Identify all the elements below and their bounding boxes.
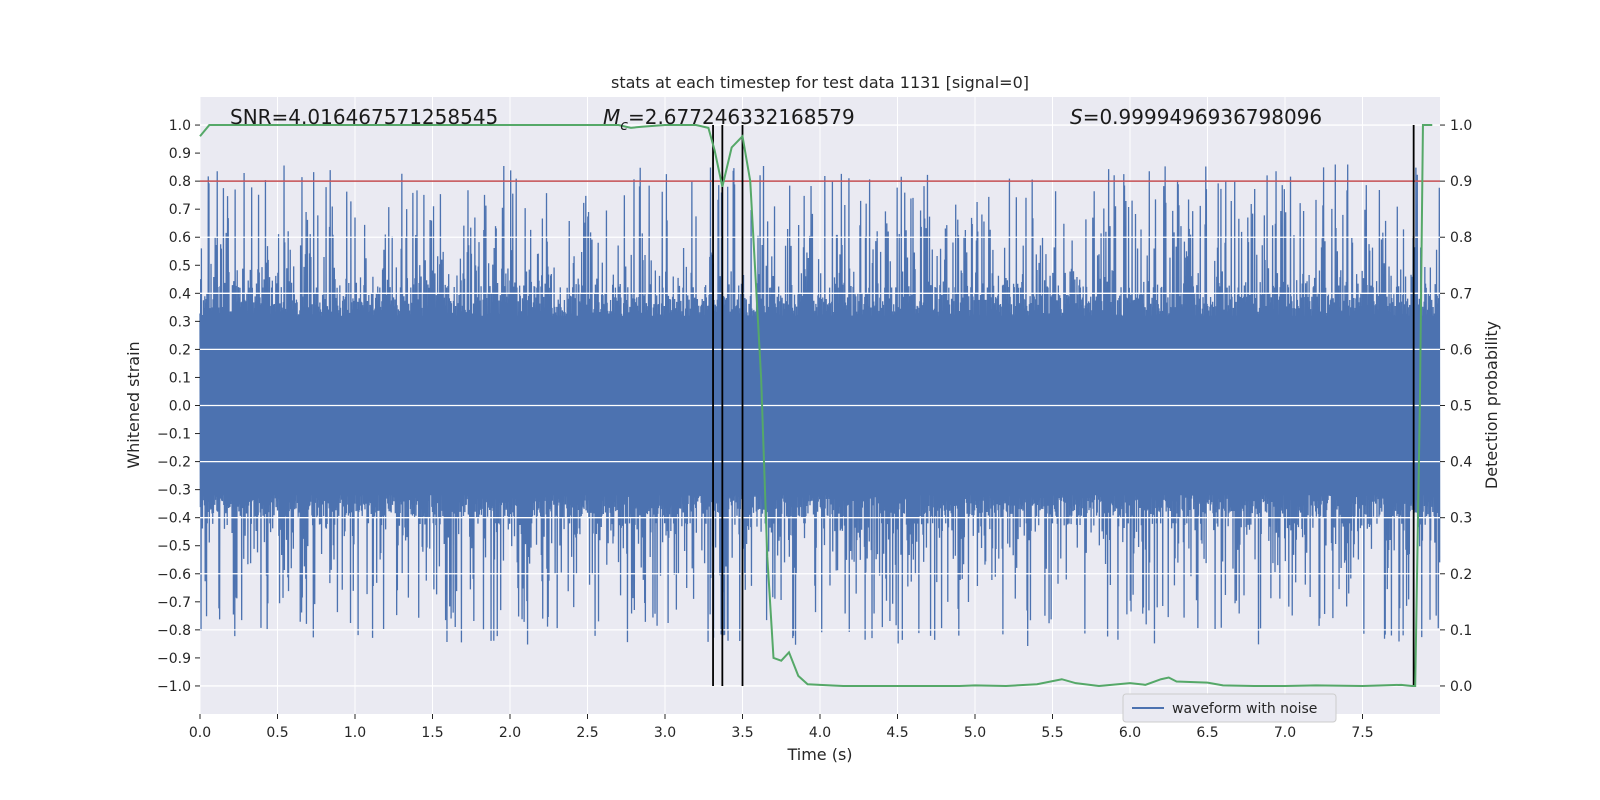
y-tick-label: 0.5: [169, 258, 191, 274]
y-tick-label: 0.6: [169, 230, 191, 246]
y-tick-label: 0.2: [169, 342, 191, 358]
x-tick-label: 2.5: [576, 725, 598, 741]
x-tick-label: 4.0: [809, 725, 831, 741]
y-tick-label: 1.0: [169, 118, 191, 134]
y2-tick-label: 0.3: [1450, 511, 1472, 527]
y-tick-label: 0.7: [169, 202, 191, 218]
x-tick-label: 1.0: [344, 725, 366, 741]
x-tick-label: 4.5: [886, 725, 908, 741]
legend: waveform with noise: [1122, 693, 1337, 723]
y2-axis-label: Detection probability: [1482, 321, 1501, 489]
y-tick-label: 0.9: [169, 146, 191, 162]
s-annotation: S=0.9999496936798096: [1070, 105, 1322, 129]
y-tick-label: 0.1: [169, 370, 191, 386]
x-tick-label: 6.5: [1196, 725, 1218, 741]
x-tick-label: 7.0: [1274, 725, 1296, 741]
s-symbol: S: [1070, 105, 1083, 129]
mc-subscript: c: [620, 118, 628, 134]
y2-tick-label: 1.0: [1450, 118, 1472, 134]
y-tick-label: −0.3: [157, 483, 191, 499]
y2-tick-label: 0.8: [1450, 230, 1472, 246]
y2-tick-label: 0.0: [1450, 679, 1472, 695]
y-tick-label: −0.7: [157, 595, 191, 611]
mc-symbol: M: [603, 105, 620, 129]
y2-tick-label: 0.9: [1450, 174, 1472, 190]
s-value: =0.9999496936798096: [1083, 105, 1322, 129]
y2-tick-label: 0.6: [1450, 342, 1472, 358]
x-tick-label: 5.5: [1041, 725, 1063, 741]
y-tick-label: 0.8: [169, 174, 191, 190]
overlay-lines: [199, 124, 1440, 687]
y-tick-label: −1.0: [157, 679, 191, 695]
x-tick-label: 2.0: [499, 725, 521, 741]
y2-tick-label: 0.2: [1450, 567, 1472, 583]
y-tick-label: −0.6: [157, 567, 191, 583]
y-tick-label: −0.8: [157, 623, 191, 639]
y2-tick-label: 0.5: [1450, 399, 1472, 415]
x-tick-label: 0.5: [266, 725, 288, 741]
x-tick-label: 5.0: [964, 725, 986, 741]
legend-box: [1122, 693, 1337, 723]
y2-tick-label: 0.1: [1450, 623, 1472, 639]
chart-title: stats at each timestep for test data 113…: [611, 73, 1029, 92]
y-tick-label: 0.4: [169, 286, 191, 302]
x-tick-label: 3.5: [731, 725, 753, 741]
x-tick-label: 1.5: [421, 725, 443, 741]
y-tick-label: −0.5: [157, 539, 191, 555]
x-tick-label: 0.0: [189, 725, 211, 741]
y2-tick-label: 0.4: [1450, 455, 1472, 471]
mc-annotation: Mc=2.677246332168579: [603, 105, 855, 134]
y-tick-label: 0.3: [169, 314, 191, 330]
y-tick-label: −0.4: [157, 511, 191, 527]
y-axis-label: Whitened strain: [124, 341, 143, 468]
x-axis-label: Time (s): [786, 745, 852, 764]
y-tick-label: −0.9: [157, 651, 191, 667]
tick-labels: 0.0 0.5 1.0 1.5 2.0 2.5 3.0 3.5 4.0 4.5 5.0 5.5 6.0 6…: [157, 118, 1472, 741]
legend-entry: waveform with noise: [1172, 701, 1317, 717]
y-tick-label: −0.1: [157, 427, 191, 443]
detection-probability-line: [199, 124, 1433, 687]
x-tick-label: 3.0: [654, 725, 676, 741]
snr-annotation: SNR=4.016467571258545: [230, 105, 498, 129]
y-tick-label: 0.0: [169, 399, 191, 415]
x-tick-label: 7.5: [1351, 725, 1373, 741]
mc-value: =2.677246332168579: [628, 105, 855, 129]
y2-tick-label: 0.7: [1450, 286, 1472, 302]
y-tick-label: −0.2: [157, 455, 191, 471]
x-tick-label: 6.0: [1119, 725, 1141, 741]
